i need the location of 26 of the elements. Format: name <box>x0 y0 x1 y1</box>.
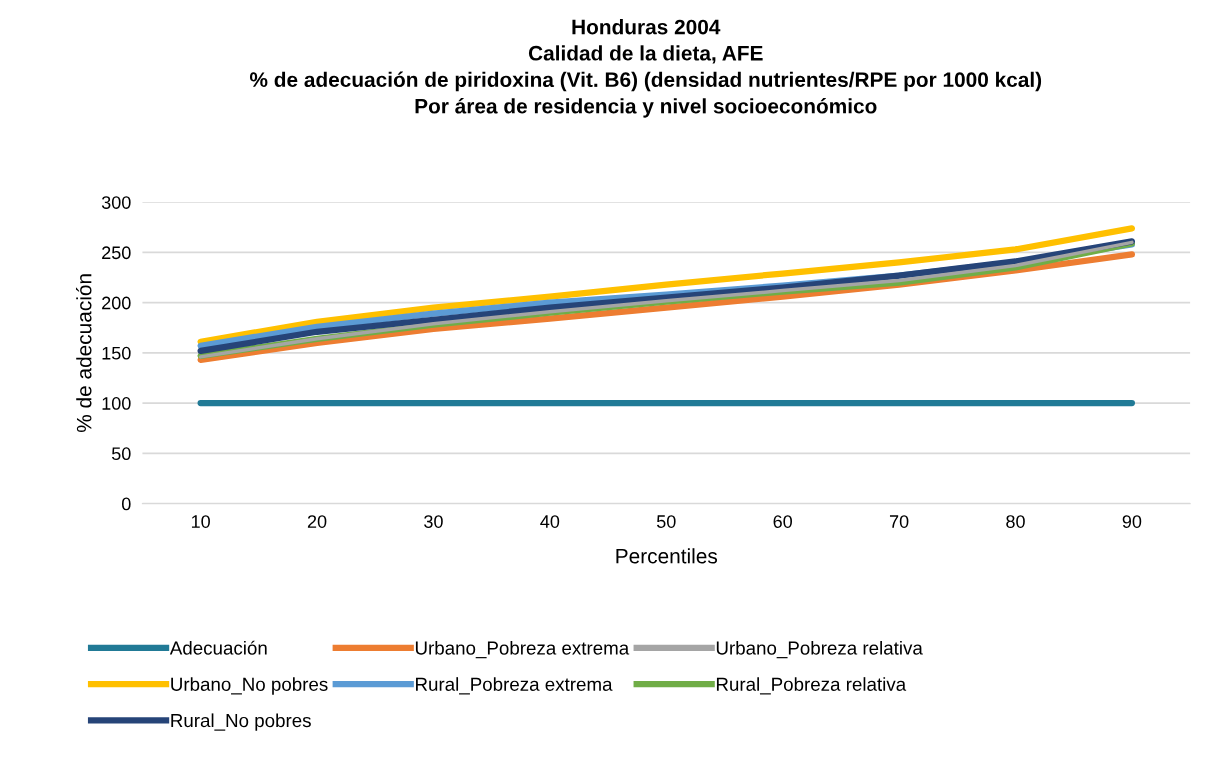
legend-label: Urbano_Pobreza extrema <box>415 640 630 659</box>
legend-label: Adecuación <box>169 640 267 655</box>
y-tick-label: 100 <box>102 397 131 410</box>
y-axis-title: % de adecuación <box>75 274 92 433</box>
legend-label: Urbano_No pobres <box>171 677 328 695</box>
legend-label: Urbano_Pobreza relativa <box>716 640 923 659</box>
y-tick-label: 0 <box>121 497 131 511</box>
legend-label: Rural_Pobreza extrema <box>416 677 613 695</box>
y-tick-label: 150 <box>102 346 131 360</box>
x-tick-label: 60 <box>773 515 793 528</box>
x-axis-title: Percentiles <box>616 548 718 564</box>
y-tick-label: 200 <box>102 296 131 310</box>
x-tick-label: 70 <box>889 515 909 528</box>
x-tick-label: 90 <box>1122 515 1142 528</box>
x-tick-label: 10 <box>191 515 210 528</box>
legend-label: Rural_Pobreza relativa <box>716 677 907 695</box>
x-tick-label: 80 <box>1006 515 1025 528</box>
chart-title: Honduras 2004 Calidad de la dieta, AFE % de adecuación de piridoxina (Vit. B6) (densidad nutrientes/RPE por 1000 kcal) Por área de residencia y nivel socioeconómico <box>249 19 1042 118</box>
y-tick-label: 50 <box>111 447 131 461</box>
y-tick-label: 250 <box>102 246 131 260</box>
legend-label: Rural_No pobres <box>171 713 311 731</box>
x-tick-label: 50 <box>656 515 676 528</box>
y-tick-label: 300 <box>101 196 131 209</box>
x-tick-label: 40 <box>540 515 560 528</box>
x-tick-label: 30 <box>424 515 443 528</box>
x-tick-label: 20 <box>307 515 327 528</box>
